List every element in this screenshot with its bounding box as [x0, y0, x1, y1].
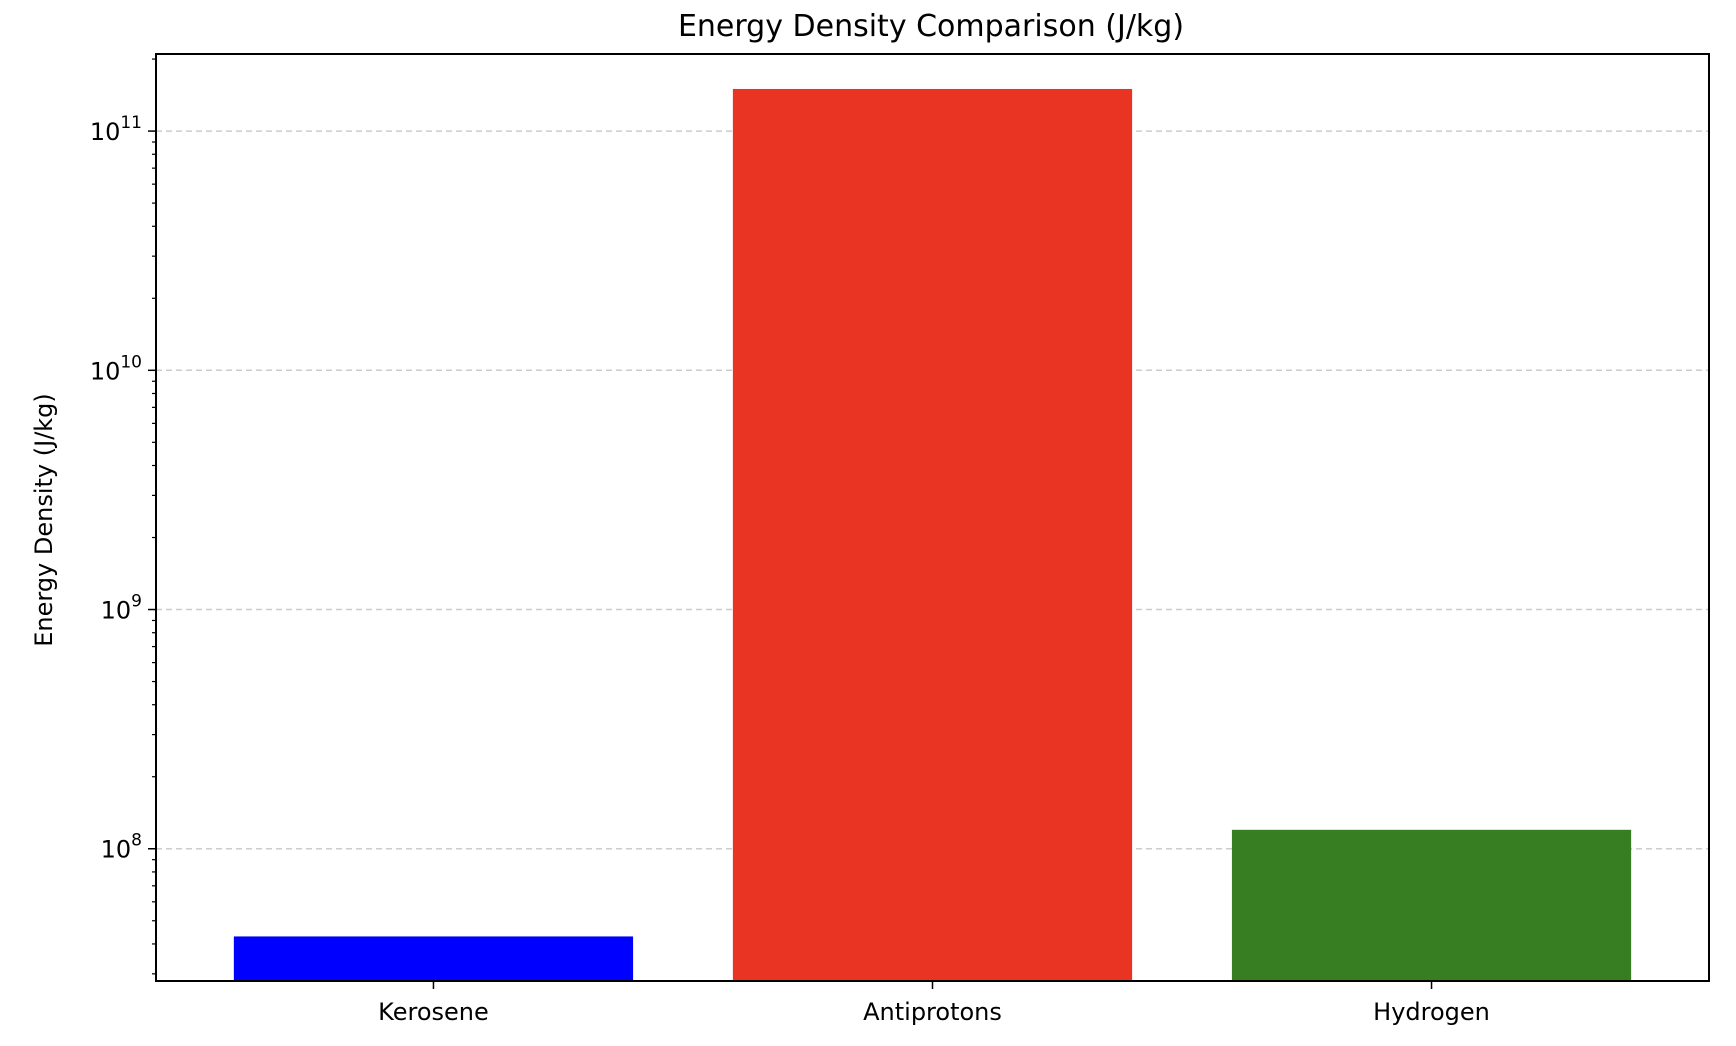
y-tick-base: 10 [101, 836, 132, 864]
y-tick-exponent: 8 [131, 831, 142, 851]
bar-hydrogen [1231, 829, 1632, 981]
bars [233, 88, 1632, 982]
y-axis-label: Energy Density (J/kg) [30, 393, 58, 647]
y-tick-exponent: 11 [120, 113, 142, 133]
y-tick-base: 10 [90, 357, 121, 385]
x-tick-label: Antiprotons [863, 998, 1002, 1026]
y-tick-label: 108 [101, 831, 142, 864]
y-tick-exponent: 9 [131, 592, 142, 612]
chart-title: Energy Density Comparison (J/kg) [678, 9, 1184, 44]
x-tick-label: Kerosene [378, 998, 489, 1026]
x-tick-label: Hydrogen [1373, 998, 1490, 1026]
y-tick-base: 10 [90, 118, 121, 146]
bar-antiprotons [732, 88, 1133, 982]
y-tick-label: 1010 [90, 352, 142, 385]
y-tick-exponent: 10 [120, 352, 142, 372]
bar-kerosene [233, 936, 634, 981]
y-tick-base: 10 [101, 597, 132, 625]
y-tick-label: 1011 [90, 113, 142, 146]
x-axis-ticks: Kerosene Antiprotons Hydrogen [378, 981, 1490, 1026]
y-tick-label: 109 [101, 592, 142, 625]
